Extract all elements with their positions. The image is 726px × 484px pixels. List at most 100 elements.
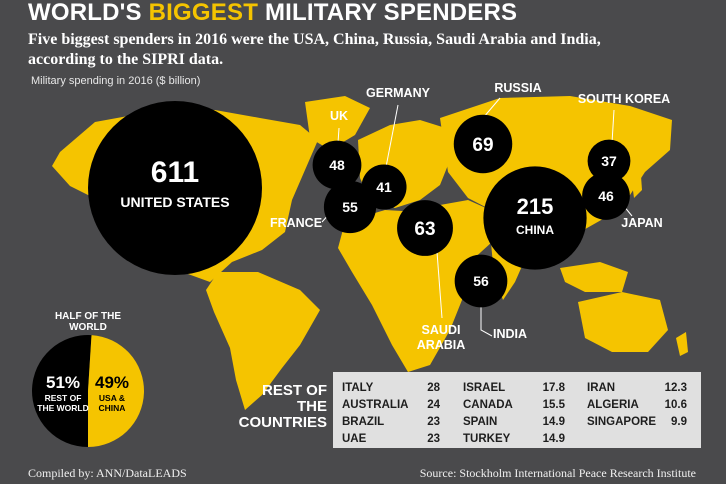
source: Source: Stockholm International Peace Re… xyxy=(419,466,696,480)
bubble-value-russia: 69 xyxy=(472,135,493,156)
rest-country-value: 23 xyxy=(427,433,440,445)
bubble-value-france: 55 xyxy=(342,199,358,215)
leader-germany xyxy=(385,104,399,168)
map-greenland xyxy=(305,96,370,150)
title-part-2: BIGGEST xyxy=(148,0,259,26)
rest-country-name: BRAZIL xyxy=(342,416,385,428)
map-new-zealand xyxy=(676,332,688,356)
bubble-saudi-arabia: 63 xyxy=(397,200,453,256)
rest-country-name: ISRAEL xyxy=(463,382,506,394)
rest-country-name: SINGAPORE xyxy=(587,416,657,428)
rest-row-iran: IRAN 12.3 xyxy=(587,380,687,397)
bubble-india: 56 xyxy=(454,254,508,308)
rest-country-value: 24 xyxy=(427,399,440,411)
pie-sublabel-usa-china: USA & CHINA xyxy=(99,393,126,413)
label-france: FRANCE xyxy=(270,216,322,230)
pie-percent-rest-of-the-world: 51% xyxy=(46,373,80,392)
rest-country-name: ALGERIA xyxy=(587,399,639,411)
rest-column-1: ITALY 28 AUSTRALIA 24 BRAZIL 23 UAE 23 xyxy=(342,380,440,448)
compiled-by: Compiled by: ANN/DataLEADS xyxy=(28,466,187,480)
map-middle-east xyxy=(440,200,495,262)
rest-row-uae: UAE 23 xyxy=(342,431,440,448)
rest-of-countries-label: REST OF THE COUNTRIES xyxy=(238,382,327,431)
bubble-japan: 46 xyxy=(582,172,630,220)
title-part-3: MILITARY SPENDERS xyxy=(264,0,518,26)
rest-country-value: 28 xyxy=(427,382,440,394)
rest-country-value: 17.8 xyxy=(542,382,565,394)
leader-uk xyxy=(337,127,340,144)
bubble-circle-saudi-arabia xyxy=(397,200,453,256)
pie-label-rest-of-the-world: 51%REST OF THE WORLD xyxy=(37,373,88,413)
rest-country-value: 9.9 xyxy=(671,416,687,428)
bubble-circle-japan xyxy=(582,172,630,220)
bubble-country-united-states: UNITED STATES xyxy=(120,194,229,210)
leader-india xyxy=(480,303,493,337)
rest-country-name: AUSTRALIA xyxy=(342,399,409,411)
map-japan xyxy=(630,162,642,198)
rest-row-turkey: TURKEY 14.9 xyxy=(463,431,565,448)
label-uk: UK xyxy=(330,109,348,123)
bubble-circle-south-korea xyxy=(587,139,631,183)
rest-row-australia: AUSTRALIA 24 xyxy=(342,397,440,414)
rest-country-name: UAE xyxy=(342,433,367,445)
bubble-china: 215 CHINA xyxy=(483,166,587,270)
unit-label: Military spending in 2016 ($ billion) xyxy=(31,75,201,87)
bubble-value-germany: 41 xyxy=(376,179,392,195)
rest-country-value: 23 xyxy=(427,416,440,428)
label-india: INDIA xyxy=(493,327,527,341)
bubble-circle-uk xyxy=(312,140,362,190)
rest-of-countries-table: ITALY 28 AUSTRALIA 24 BRAZIL 23 UAE 23 ISRAEL 17.… xyxy=(333,372,701,448)
rest-row-italy: ITALY 28 xyxy=(342,380,440,397)
page-title: WORLD'S BIGGEST MILITARY SPENDERS xyxy=(28,0,517,26)
bubble-circle-china xyxy=(483,166,587,270)
rest-country-value: 12.3 xyxy=(664,382,687,394)
rest-country-name: ITALY xyxy=(342,382,374,394)
map-south-america xyxy=(206,272,320,410)
rest-row-algeria: ALGERIA 10.6 xyxy=(587,397,687,414)
rest-country-value: 14.9 xyxy=(542,433,565,445)
pie-percent-usa-china: 49% xyxy=(95,373,129,392)
rest-column-3: IRAN 12.3 ALGERIA 10.6 SINGAPORE 9.9 xyxy=(587,380,687,431)
bubble-circle-united-states xyxy=(88,101,262,275)
rest-country-name: IRAN xyxy=(587,382,616,394)
rest-row-brazil: BRAZIL 23 xyxy=(342,414,440,431)
rest-country-name: TURKEY xyxy=(463,433,511,445)
map-southeast-asia xyxy=(560,262,628,292)
rest-country-value: 15.5 xyxy=(542,399,565,411)
bubble-south-korea: 37 xyxy=(587,139,631,183)
pie-chart: 51%REST OF THE WORLD 49%USA & CHINA xyxy=(32,335,145,448)
map-australia xyxy=(578,292,668,352)
rest-country-name: CANADA xyxy=(463,399,513,411)
bubble-value-uk: 48 xyxy=(329,157,345,173)
leader-south-korea xyxy=(611,109,615,144)
rest-row-canada: CANADA 15.5 xyxy=(463,397,565,414)
label-germany: GERMANY xyxy=(366,86,431,100)
bubble-circle-russia xyxy=(453,114,513,174)
rest-row-singapore: SINGAPORE 9.9 xyxy=(587,414,687,431)
pie-slice-rest-of-the-world xyxy=(32,335,92,447)
title-part-1: WORLD'S xyxy=(28,0,142,26)
rest-column-2: ISRAEL 17.8 CANADA 15.5 SPAIN 14.9 TURKEY 14.9 xyxy=(463,380,565,448)
rest-country-value: 10.6 xyxy=(664,399,687,411)
bubble-circle-germany xyxy=(361,164,407,210)
label-japan: JAPAN xyxy=(621,216,662,230)
bubble-value-china: 215 xyxy=(517,194,554,219)
bubbles: 611 UNITED STATES 215 CHINA 69 RUSSIA 63 SAUDI A… xyxy=(88,81,670,352)
bubble-value-united-states: 611 xyxy=(151,156,199,189)
bubble-germany: 41 xyxy=(361,164,407,210)
rest-country-value: 14.9 xyxy=(542,416,565,428)
label-saudi-arabia: SAUDI ARABIA xyxy=(417,323,466,352)
leader-saudi-arabia xyxy=(436,251,443,319)
label-russia: RUSSIA xyxy=(494,81,541,95)
bubble-country-china: CHINA xyxy=(516,223,554,237)
bubble-uk: 48 xyxy=(312,140,362,190)
pie-sublabel-rest-of-the-world: REST OF THE WORLD xyxy=(37,393,88,413)
leader-lines xyxy=(321,97,633,337)
bubble-circle-india xyxy=(454,254,508,308)
bubble-value-south-korea: 37 xyxy=(601,153,617,169)
bubble-united-states: 611 UNITED STATES xyxy=(88,101,262,275)
bubble-value-japan: 46 xyxy=(598,188,614,204)
bubble-value-india: 56 xyxy=(473,273,489,289)
rest-row-spain: SPAIN 14.9 xyxy=(463,414,565,431)
